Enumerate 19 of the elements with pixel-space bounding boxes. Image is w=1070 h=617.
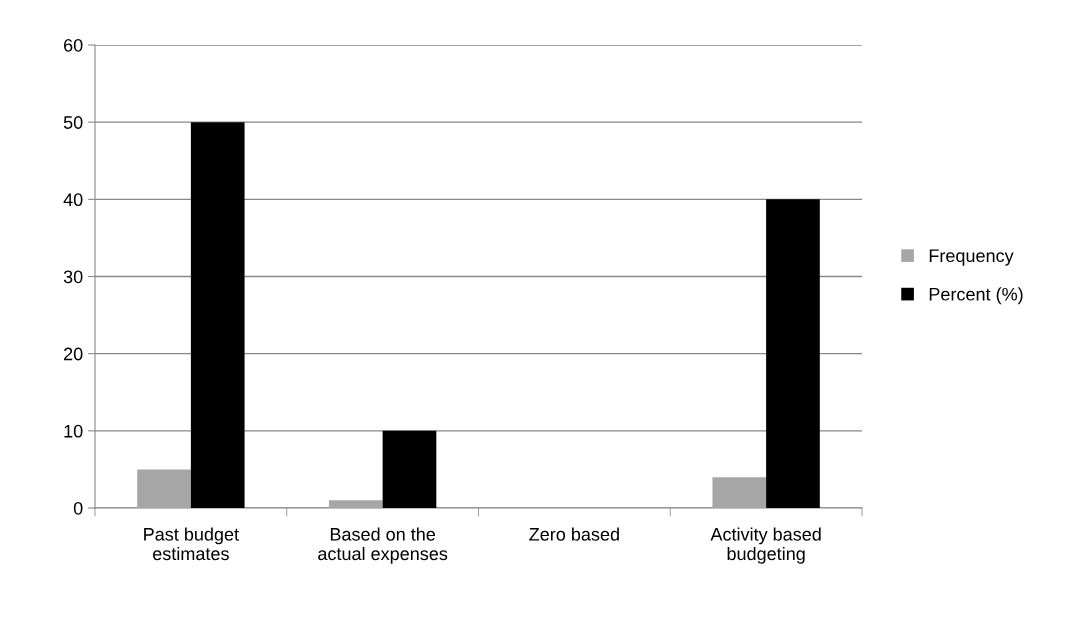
bar [766, 199, 820, 508]
x-tick-label: Based on the actual expenses [318, 527, 448, 564]
y-tick-label: 30 [63, 270, 83, 284]
y-tick-label: 10 [64, 424, 83, 438]
bar [712, 477, 767, 508]
x-tick-label: Past budget estimates [144, 527, 239, 561]
legend-label: Percent (%) [929, 287, 1023, 305]
bar [382, 430, 437, 508]
y-tick-label: 0 [73, 501, 83, 515]
y-tick-label: 60 [64, 38, 83, 52]
x-tick-label: Zero based [529, 527, 619, 541]
legend-label: Frequency [929, 249, 1014, 266]
bar [137, 469, 191, 508]
x-tick-label: Activity based budgeting [710, 527, 821, 564]
y-tick-label: 50 [63, 116, 83, 129]
bar [328, 500, 383, 508]
bar [190, 122, 245, 508]
y-tick-label: 20 [64, 347, 83, 361]
y-tick-label: 40 [63, 193, 83, 207]
